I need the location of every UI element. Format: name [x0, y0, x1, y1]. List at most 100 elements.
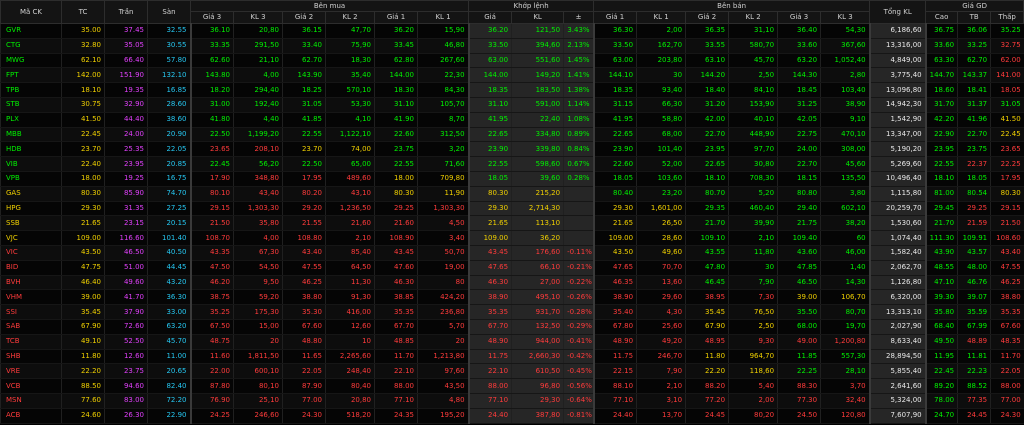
table-row[interactable]: PLX 41.50 44.40 38.60 41.80 4,40 41.85 4,10 41.9…: [0, 112, 1024, 128]
table-row[interactable]: TCB 49.10 52.50 45.70 48.75 20 48.80 10 48.85 20 4…: [0, 334, 1024, 350]
col-buy-price-3[interactable]: Giá 3: [190, 11, 234, 24]
floor-cell: 101.40: [147, 230, 191, 246]
symbol-cell[interactable]: BVH: [0, 275, 62, 291]
table-row[interactable]: HDB 23.70 25.35 22.05 23.65 208,10 23.70 74,00 2…: [0, 141, 1024, 158]
col-sell-price-2[interactable]: Giá 2: [685, 11, 730, 24]
col-buy-price-1[interactable]: Giá 1: [374, 11, 418, 24]
col-high[interactable]: Cao: [925, 11, 959, 24]
table-row[interactable]: BVH 46.40 49.60 43.20 46.20 9,50 46.25 11,30 46.…: [0, 275, 1024, 291]
col-sell-vol-3[interactable]: KL 3: [820, 11, 871, 24]
match-change-cell: 1.14%: [563, 97, 594, 113]
table-row[interactable]: VJC 109.00 116.60 101.40 108.70 4,00 108.80 2,1…: [0, 230, 1024, 246]
buy-price-2-cell: 11.65: [282, 349, 326, 365]
table-row[interactable]: SAB 67.90 72.60 63.20 67.50 15,00 67.60 12,60 67…: [0, 319, 1024, 335]
symbol-cell[interactable]: ACB: [0, 408, 62, 424]
col-sell-price-1[interactable]: Giá 1: [593, 11, 638, 24]
symbol-cell[interactable]: HDB: [0, 141, 62, 158]
col-buy-vol-2[interactable]: KL 2: [325, 11, 375, 24]
symbol-cell[interactable]: VIC: [0, 245, 62, 261]
sell-vol-2-cell: 5,40: [728, 378, 778, 394]
table-row[interactable]: VCB 88.50 94.60 82.40 87.80 80,10 87.90 80,40 88…: [0, 378, 1024, 394]
symbol-cell[interactable]: SAB: [0, 319, 62, 335]
table-row[interactable]: HPG 29.30 31.35 27.25 29.15 1,303,30 29.20 1,23…: [0, 201, 1024, 217]
sell-price-3-cell: 31.25: [777, 97, 821, 113]
buy-vol-1-cell: 80: [416, 275, 469, 291]
symbol-cell[interactable]: SSI: [0, 304, 62, 320]
buy-price-2-cell: 48.80: [282, 334, 326, 350]
table-row[interactable]: ACB 24.60 26.30 22.90 24.25 246,60 24.30 518,20…: [0, 408, 1024, 424]
total-volume-cell: 4,849,00: [868, 53, 926, 69]
buy-price-3-cell: 108.70: [189, 230, 234, 246]
symbol-cell[interactable]: GVR: [0, 23, 62, 39]
symbol-cell[interactable]: VJC: [0, 230, 62, 246]
symbol-cell[interactable]: PLX: [0, 112, 62, 128]
table-row[interactable]: CTG 32.80 35.05 30.55 33.35 291,50 33.40 75,90 3…: [0, 38, 1024, 54]
ref-cell: 109.00: [61, 230, 105, 246]
table-row[interactable]: SSB 21.65 23.15 20.15 21.50 35,80 21.55 21,60 21…: [0, 215, 1024, 232]
match-price-cell: 22.55: [467, 156, 512, 172]
avg-cell: 80.54: [957, 186, 991, 202]
symbol-cell[interactable]: GAS: [0, 186, 62, 202]
floor-cell: 20.85: [147, 156, 191, 172]
table-row[interactable]: STB 30.75 32.90 28.60 31.00 192,40 31.05 53,30 3…: [0, 97, 1024, 113]
buy-price-2-cell: 62.70: [282, 53, 326, 69]
table-row[interactable]: BID 47.75 51.00 44.45 47.50 54,50 47.55 64,50 47…: [0, 260, 1024, 276]
col-sell-vol-1[interactable]: KL 1: [636, 11, 687, 24]
table-row[interactable]: VIB 22.40 23.95 20.85 22.45 56,20 22.50 65,00 22…: [0, 156, 1024, 172]
symbol-cell[interactable]: MWG: [0, 53, 62, 69]
col-match-change[interactable]: ±: [563, 11, 595, 24]
symbol-cell[interactable]: VRE: [0, 363, 62, 380]
table-row[interactable]: MSN 77.60 83.00 72.20 76.90 25,10 77.00 20,80 77…: [0, 393, 1024, 409]
symbol-cell[interactable]: CTG: [0, 38, 62, 54]
symbol-cell[interactable]: SSB: [0, 215, 62, 232]
symbol-cell[interactable]: TPB: [0, 82, 62, 98]
symbol-cell[interactable]: VCB: [0, 378, 62, 394]
table-row[interactable]: TPB 18.10 19.35 16.85 18.20 294,40 18.25 570,10…: [0, 82, 1024, 98]
table-row[interactable]: GVR 35.00 37.45 32.55 36.10 20,80 36.15 47,70 36…: [0, 23, 1024, 39]
table-row[interactable]: VIC 43.50 46.50 40.50 43.35 67,30 43.40 85,40 43…: [0, 245, 1024, 261]
col-ref[interactable]: TC: [61, 0, 105, 24]
col-avg[interactable]: TB: [957, 11, 992, 24]
symbol-cell[interactable]: VHM: [0, 289, 62, 306]
col-buy-vol-3[interactable]: KL 3: [233, 11, 283, 24]
col-sell-price-3[interactable]: Giá 3: [777, 11, 822, 24]
symbol-cell[interactable]: MSN: [0, 393, 62, 409]
symbol-cell[interactable]: FPT: [0, 67, 62, 84]
symbol-cell[interactable]: TCB: [0, 334, 62, 350]
ceiling-cell: 25.35: [104, 141, 148, 158]
table-row[interactable]: VRE 22.20 23.75 20.65 22.00 600,10 22.05 248,40…: [0, 363, 1024, 380]
col-low[interactable]: Thấp: [990, 11, 1024, 24]
buy-vol-1-cell: 236,80: [416, 304, 469, 320]
table-row[interactable]: VPB 18.00 19.25 16.75 17.90 348,80 17.95 489,60…: [0, 171, 1024, 187]
col-buy-vol-1[interactable]: KL 1: [416, 11, 470, 24]
low-cell: 48.35: [990, 334, 1024, 350]
col-ceiling[interactable]: Trần: [104, 0, 148, 24]
col-sell-vol-2[interactable]: KL 2: [728, 11, 779, 24]
floor-cell: 16.75: [147, 171, 191, 187]
buy-price-1-cell: 31.10: [374, 97, 418, 113]
high-cell: 29.45: [924, 201, 958, 217]
symbol-cell[interactable]: BID: [0, 260, 62, 276]
table-row[interactable]: MWG 62.10 66.40 57.80 62.60 21,10 62.70 18,30 62…: [0, 53, 1024, 69]
col-match-vol[interactable]: KL: [511, 11, 565, 24]
table-row[interactable]: VHM 39.00 41.70 36.30 38.75 59,20 38.80 91,30 38…: [0, 289, 1024, 306]
col-match-price[interactable]: Giá: [468, 11, 513, 24]
symbol-cell[interactable]: VPB: [0, 171, 62, 187]
sell-vol-2-cell: 30,80: [728, 156, 778, 172]
symbol-cell[interactable]: SHB: [0, 349, 62, 365]
col-symbol[interactable]: Mã CK: [0, 0, 62, 24]
buy-price-3-cell: 22.50: [189, 127, 234, 143]
table-row[interactable]: FPT 142.00 151.90 132.10 143.80 4,00 143.90 35,…: [0, 67, 1024, 84]
table-row[interactable]: GAS 80.30 85.90 74.70 80.10 43,40 80.20 43,10 80…: [0, 186, 1024, 202]
symbol-cell[interactable]: VIB: [0, 156, 62, 172]
symbol-cell[interactable]: MBB: [0, 127, 62, 143]
table-row[interactable]: SSI 35.45 37.90 33.00 35.25 175,30 35.30 416,00…: [0, 304, 1024, 320]
col-floor[interactable]: Sàn: [147, 0, 191, 24]
table-row[interactable]: SHB 11.80 12.60 11.00 11.60 1,811,50 11.65 2,26…: [0, 349, 1024, 365]
table-row[interactable]: MBB 22.45 24.00 20.90 22.50 1,199,20 22.55 1,12…: [0, 127, 1024, 143]
col-buy-price-2[interactable]: Giá 2: [282, 11, 326, 24]
symbol-cell[interactable]: HPG: [0, 201, 62, 217]
symbol-cell[interactable]: STB: [0, 97, 62, 113]
sell-price-1-cell: 11.75: [592, 349, 637, 365]
col-total-volume[interactable]: Tổng KL: [869, 0, 927, 24]
